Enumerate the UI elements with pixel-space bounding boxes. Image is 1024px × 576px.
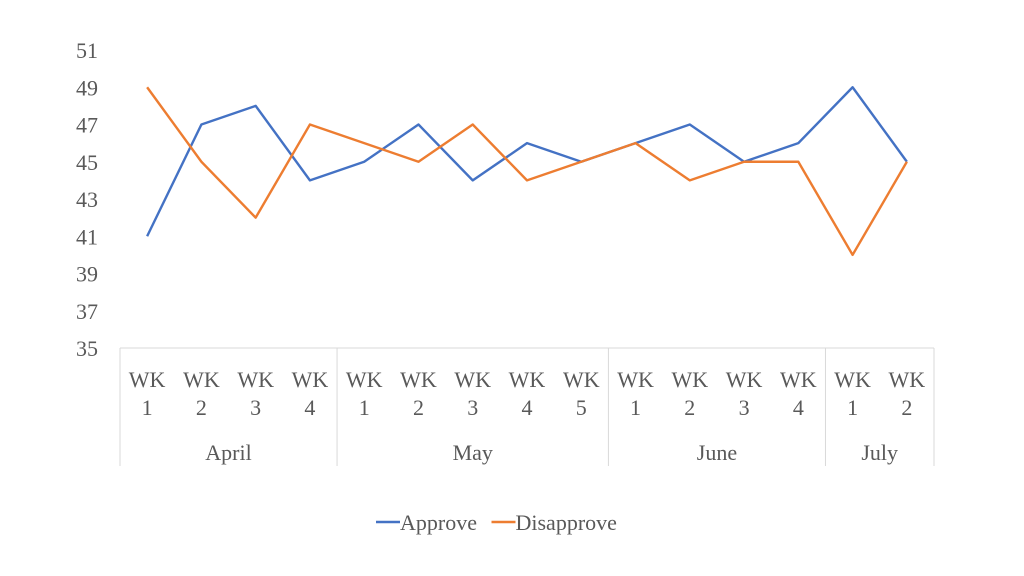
x-category-label-line1: WK	[400, 367, 437, 392]
x-category-label-line1: WK	[617, 367, 654, 392]
x-group-label: July	[861, 440, 898, 465]
x-category-label-line1: WK	[183, 367, 220, 392]
x-category-label-line1: WK	[346, 367, 383, 392]
y-tick-label: 51	[76, 38, 98, 63]
x-category-label-line2: 4	[522, 395, 533, 420]
x-category-label-line1: WK	[292, 367, 329, 392]
x-group-label: April	[205, 440, 251, 465]
series-layer	[146, 86, 908, 257]
x-category-label-line1: WK	[834, 367, 871, 392]
x-category-label-line1: WK	[237, 367, 274, 392]
x-category-label-line1: WK	[671, 367, 708, 392]
x-category-label-line1: WK	[889, 367, 926, 392]
legend-label-approve: Approve	[400, 510, 477, 535]
axis-layer: 353739414345474951WK1WK2WK3WK4WK1WK2WK3W…	[76, 38, 935, 466]
x-category-label-line1: WK	[563, 367, 600, 392]
y-tick-label: 47	[76, 113, 98, 138]
x-category-label-line1: WK	[780, 367, 817, 392]
legend: Approve Disapprove	[376, 510, 617, 535]
x-category-label-line2: 3	[467, 395, 478, 420]
y-tick-label: 43	[76, 187, 98, 212]
series-line-disapprove	[146, 86, 908, 257]
x-category-label-line2: 4	[304, 395, 315, 420]
x-category-label-line1: WK	[509, 367, 546, 392]
y-tick-label: 41	[76, 224, 98, 249]
x-category-label-line2: 5	[576, 395, 587, 420]
legend-label-disapprove: Disapprove	[516, 510, 617, 535]
y-tick-label: 39	[76, 262, 98, 287]
x-category-label-line2: 2	[413, 395, 424, 420]
y-tick-label: 45	[76, 150, 98, 175]
series-line-approve	[146, 86, 908, 237]
x-category-label-line2: 2	[196, 395, 207, 420]
x-category-label-line2: 1	[142, 395, 153, 420]
x-category-label-line2: 4	[793, 395, 804, 420]
x-category-label-line2: 1	[630, 395, 641, 420]
x-category-label-line2: 3	[250, 395, 261, 420]
x-group-label: June	[697, 440, 737, 465]
x-category-label-line2: 1	[359, 395, 370, 420]
x-category-label-line1: WK	[726, 367, 763, 392]
y-tick-label: 35	[76, 336, 98, 361]
x-category-label-line2: 1	[847, 395, 858, 420]
y-tick-label: 37	[76, 299, 98, 324]
x-category-label-line1: WK	[129, 367, 166, 392]
x-category-label-line1: WK	[454, 367, 491, 392]
x-group-label: May	[453, 440, 493, 465]
x-category-label-line2: 2	[901, 395, 912, 420]
x-category-label-line2: 2	[684, 395, 695, 420]
y-tick-label: 49	[76, 75, 98, 100]
x-category-label-line2: 3	[739, 395, 750, 420]
